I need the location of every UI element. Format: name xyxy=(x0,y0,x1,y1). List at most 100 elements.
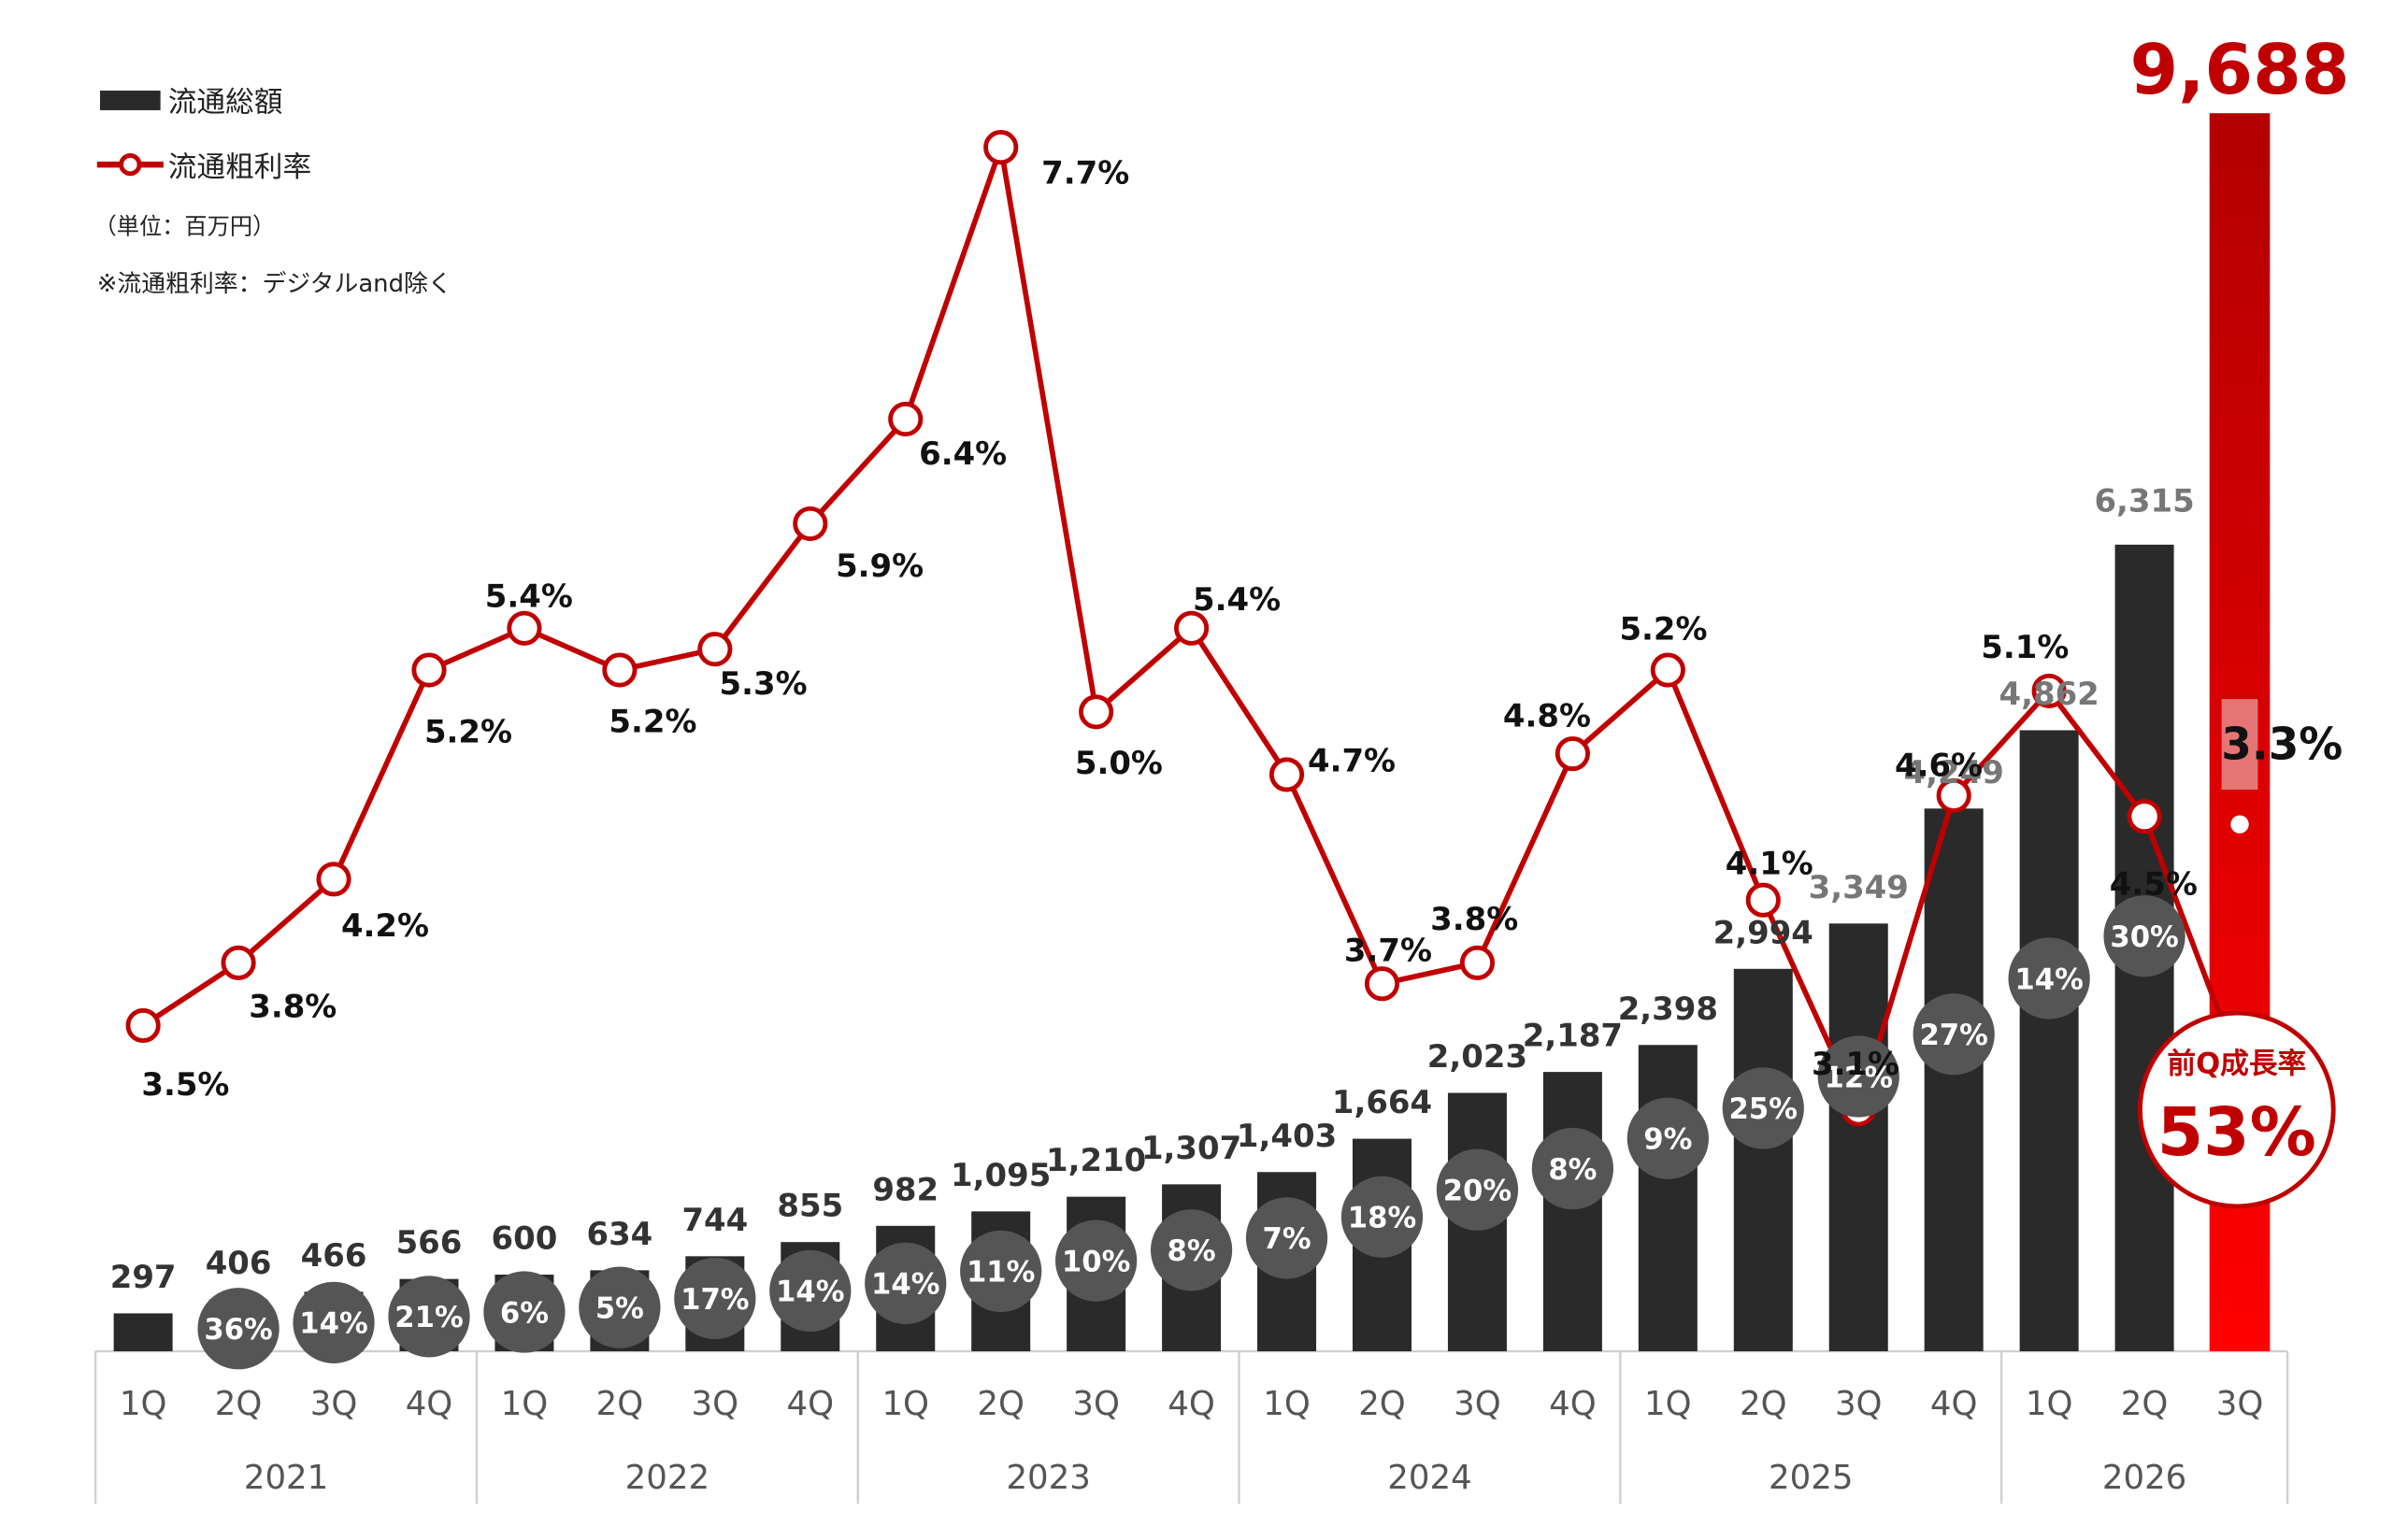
bar-value-label: 466 xyxy=(301,1237,367,1274)
growth-label: 10% xyxy=(1062,1246,1130,1278)
bar xyxy=(1542,1072,1602,1352)
bar xyxy=(113,1313,173,1352)
quarter-label: 4Q xyxy=(786,1385,834,1423)
rate-value-label: 4.6% xyxy=(1895,747,1983,783)
rate-value-label: 4.8% xyxy=(1503,697,1591,734)
quarter-label: 2Q xyxy=(2121,1385,2169,1423)
rate-value-label: 3.5% xyxy=(141,1066,229,1103)
growth-label: 8% xyxy=(1548,1154,1597,1187)
highlight-rate-box xyxy=(2221,699,2258,791)
rate-value-label: 5.3% xyxy=(720,665,808,702)
year-label: 2026 xyxy=(2102,1459,2186,1497)
legend-bar-swatch xyxy=(100,90,161,110)
rate-line-series xyxy=(125,130,2243,1127)
growth-label: 27% xyxy=(1919,1020,1987,1052)
growth-label: 7% xyxy=(1262,1223,1311,1256)
year-label: 2023 xyxy=(1006,1459,1090,1497)
quarter-label: 4Q xyxy=(1549,1385,1597,1423)
growth-bubble xyxy=(1626,1097,1709,1179)
rate-value-label: 4.1% xyxy=(1726,846,1813,882)
year-label: 2022 xyxy=(625,1459,709,1497)
growth-bubble xyxy=(388,1276,470,1358)
growth-callout-circle xyxy=(2137,1010,2336,1209)
rate-value-label: 5.4% xyxy=(1193,581,1281,618)
rate-marker xyxy=(411,652,447,688)
bar-value-label: 406 xyxy=(206,1245,272,1281)
growth-bubble xyxy=(1245,1197,1328,1279)
rate-value-label: 7.7% xyxy=(1041,154,1129,191)
growth-bubble xyxy=(1150,1209,1233,1291)
rate-marker xyxy=(1364,966,1400,1002)
rate-marker xyxy=(1268,757,1305,792)
bar-value-label: 3,349 xyxy=(1809,869,1909,905)
growth-bubble xyxy=(960,1230,1042,1313)
growth-label: 8% xyxy=(1168,1235,1216,1268)
growth-label: 14% xyxy=(299,1308,367,1341)
growth-bubble xyxy=(1817,1035,1899,1118)
quarter-label: 1Q xyxy=(1263,1385,1311,1423)
growth-callout-title: 前Q成長率 xyxy=(2167,1048,2306,1081)
growth-bubble xyxy=(1913,993,1995,1076)
growth-bubble xyxy=(1340,1176,1424,1258)
growth-bubble xyxy=(674,1257,756,1340)
unit-note: （単位：百万円） xyxy=(94,213,276,239)
bar-value-label: 600 xyxy=(492,1220,558,1257)
bar-value-label: 297 xyxy=(110,1259,177,1295)
bar-value-label: 566 xyxy=(396,1224,463,1261)
growth-bubble xyxy=(197,1288,279,1370)
x-axis: 2021 2022 2023 2024 2025 2026 1Q 2Q 3Q 4Q 1Q 2Q 3Q 4Q… xyxy=(93,1349,2289,1504)
growth-bubble xyxy=(1722,1067,1804,1149)
growth-label: 17% xyxy=(681,1284,749,1317)
highlight-value-label: 9,688 xyxy=(2130,29,2350,110)
growth-callout-value: 53% xyxy=(2157,1093,2316,1171)
rate-marker xyxy=(888,401,924,437)
bar xyxy=(1733,968,1793,1352)
growth-label: 11% xyxy=(967,1257,1035,1290)
bar-value-label: 4,249 xyxy=(1904,754,2004,791)
legend-bar-label: 流通総額 xyxy=(168,87,283,120)
bar-value-label: 1,403 xyxy=(1237,1118,1337,1154)
bar-value-label: 855 xyxy=(777,1188,843,1224)
rate-marker xyxy=(507,610,542,646)
bar xyxy=(1638,1045,1698,1352)
quarter-label: 2Q xyxy=(1740,1385,1787,1423)
bar-value-label: 4,862 xyxy=(1999,676,2099,712)
rate-value-label: 3.8% xyxy=(1430,901,1518,937)
rate-value-label: 4.2% xyxy=(341,907,429,944)
bar-value-label: 634 xyxy=(586,1216,652,1252)
growth-bubble xyxy=(483,1271,566,1353)
rate-marker xyxy=(2127,799,2162,834)
quarter-label: 4Q xyxy=(1168,1385,1215,1423)
growth-bubble xyxy=(2103,895,2185,977)
quarter-label: 1Q xyxy=(1644,1385,1692,1423)
legend-line-marker xyxy=(119,152,142,177)
rate-value-label: 5.4% xyxy=(485,578,573,615)
rate-marker xyxy=(1079,694,1114,730)
bar-value-label: 2,994 xyxy=(1713,914,1813,950)
rate-marker xyxy=(316,862,351,897)
growth-bubble xyxy=(865,1242,947,1324)
rate-marker xyxy=(1174,610,1210,646)
quarter-label: 4Q xyxy=(406,1385,453,1423)
quarter-label: 1Q xyxy=(120,1385,167,1423)
growth-bubble xyxy=(2008,937,2090,1020)
legend-line-label: 流通粗利率 xyxy=(168,151,311,184)
bar-value-label: 2,023 xyxy=(1427,1038,1527,1075)
rate-value-label: 5.2% xyxy=(609,703,696,739)
growth-bubble xyxy=(1436,1148,1519,1231)
bar-value-label: 2,398 xyxy=(1618,991,1718,1027)
year-label: 2021 xyxy=(244,1459,328,1497)
growth-label: 18% xyxy=(1348,1203,1416,1235)
rate-marker xyxy=(602,652,638,688)
quarter-label: 2Q xyxy=(1358,1385,1406,1423)
growth-bubble xyxy=(293,1281,375,1363)
growth-label: 14% xyxy=(776,1276,844,1309)
bar-value-label: 2,187 xyxy=(1523,1018,1623,1054)
bar xyxy=(2019,730,2079,1352)
rate-value-label: 4.7% xyxy=(1308,743,1396,779)
rate-marker xyxy=(1459,945,1496,980)
growth-label: 21% xyxy=(394,1302,463,1334)
year-label: 2025 xyxy=(1769,1459,1853,1497)
bar xyxy=(1828,923,1888,1352)
